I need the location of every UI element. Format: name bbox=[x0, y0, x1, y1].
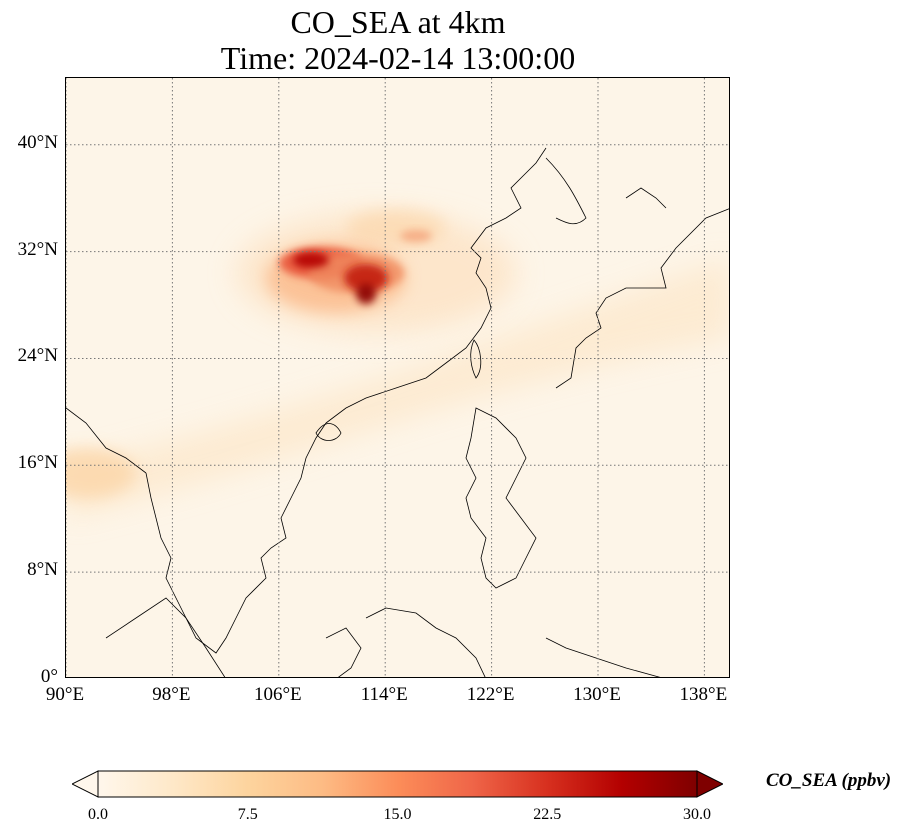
colorbar-tick-label: 30.0 bbox=[683, 806, 711, 823]
lon-tick-label: 90°E bbox=[45, 684, 85, 705]
map-canvas bbox=[66, 78, 729, 677]
colorbar-tick-label: 22.5 bbox=[533, 806, 562, 823]
colorbar-low-extend bbox=[72, 770, 99, 798]
lat-tick-label: 24°N bbox=[17, 345, 58, 367]
colorbar-label: CO_SEA (ppbv) bbox=[766, 770, 892, 791]
lon-tick-label: 106°E bbox=[253, 684, 302, 705]
map-title: CO_SEA at 4km bbox=[290, 4, 506, 40]
colorbar-high-extend bbox=[696, 770, 723, 798]
lon-tick-label: 114°E bbox=[360, 684, 408, 705]
lat-tick-label: 8°N bbox=[27, 559, 58, 581]
concentration-field bbox=[66, 210, 729, 518]
lat-tick-label: 40°N bbox=[17, 131, 58, 153]
lon-tick-label: 130°E bbox=[573, 684, 621, 705]
lat-tick-label: 32°N bbox=[17, 238, 58, 260]
map-time-title: Time: 2024-02-14 13:00:00 bbox=[220, 40, 576, 76]
lat-tick-label: 0° bbox=[40, 666, 58, 687]
colorbar bbox=[72, 770, 723, 798]
lon-tick-label: 122°E bbox=[466, 684, 515, 705]
colorbar-tick-label: 15.0 bbox=[383, 806, 412, 823]
lat-tick-label: 16°N bbox=[17, 452, 58, 474]
lon-tick-label: 138°E bbox=[679, 684, 728, 705]
colorbar-tick-label: 7.5 bbox=[237, 806, 258, 823]
map-panel bbox=[65, 77, 730, 678]
gridlines bbox=[66, 78, 729, 677]
coastlines bbox=[66, 147, 729, 677]
lon-tick-label: 98°E bbox=[152, 684, 191, 705]
colorbar-gradient bbox=[97, 770, 698, 798]
colorbar-tick-label: 0.0 bbox=[88, 806, 108, 823]
